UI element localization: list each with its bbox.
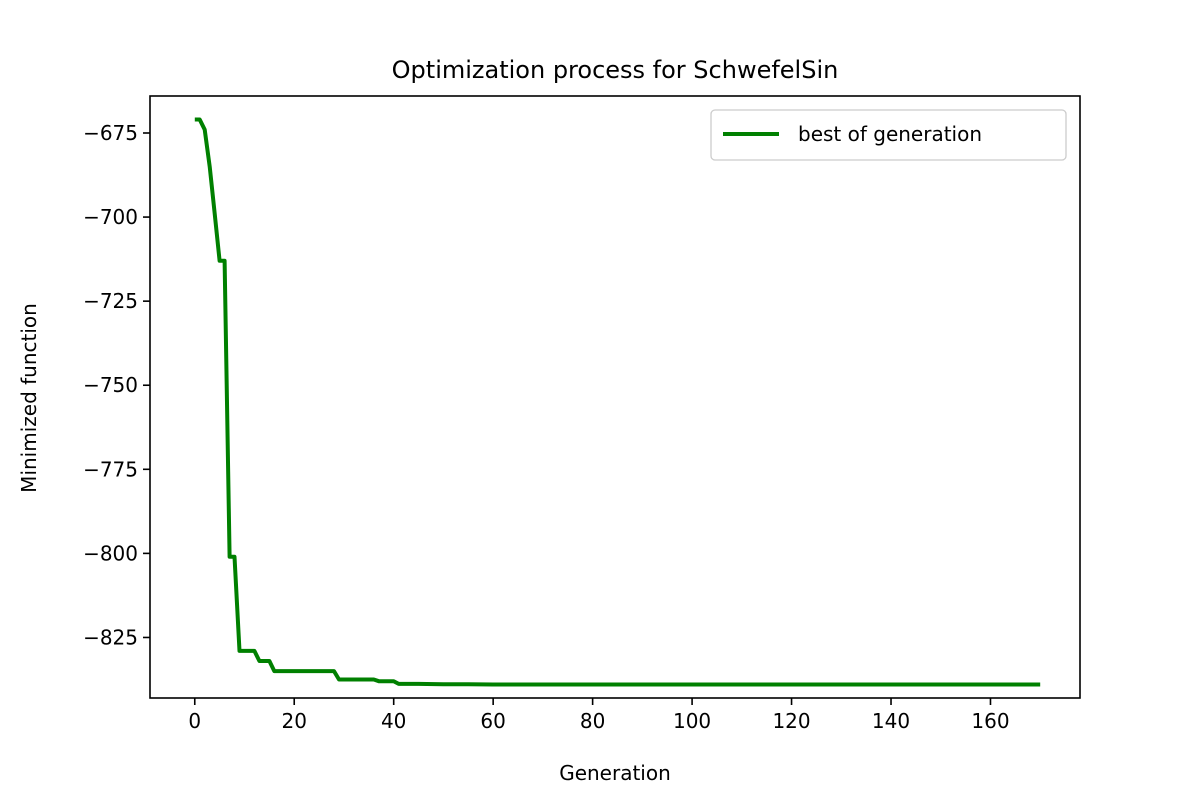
y-tick-label: −825	[83, 625, 138, 649]
legend-box	[710, 109, 1067, 161]
series-layer	[194, 117, 1041, 687]
x-tick-label: 80	[580, 709, 605, 733]
legend-label: best of generation	[798, 122, 982, 146]
x-axis: 0 20 40 60 80 100 120 140 160	[188, 698, 1010, 733]
x-tick-label: 140	[872, 709, 910, 733]
series-line	[194, 117, 1041, 687]
y-axis: −675 −700 −725 −750 −775 −800 −825	[83, 121, 150, 649]
x-tick-label: 0	[188, 709, 201, 733]
x-tick-label: 100	[673, 709, 711, 733]
y-axis-label: Minimized function	[17, 303, 41, 493]
x-tick-label: 60	[480, 709, 505, 733]
x-tick-label: 120	[772, 709, 810, 733]
x-tick-label: 20	[281, 709, 306, 733]
y-tick-label: −800	[83, 541, 138, 565]
x-tick-label: 160	[971, 709, 1009, 733]
y-tick-label: −750	[83, 373, 138, 397]
y-tick-label: −700	[83, 205, 138, 229]
x-axis-label: Generation	[559, 761, 671, 785]
chart-title: Optimization process for SchwefelSin	[392, 56, 839, 84]
y-tick-label: −725	[83, 289, 138, 313]
plot-frame	[149, 95, 1081, 699]
y-tick-label: −675	[83, 121, 138, 145]
x-tick-label: 40	[381, 709, 406, 733]
y-tick-label: −775	[83, 457, 138, 481]
legend: best of generation	[710, 109, 1067, 161]
